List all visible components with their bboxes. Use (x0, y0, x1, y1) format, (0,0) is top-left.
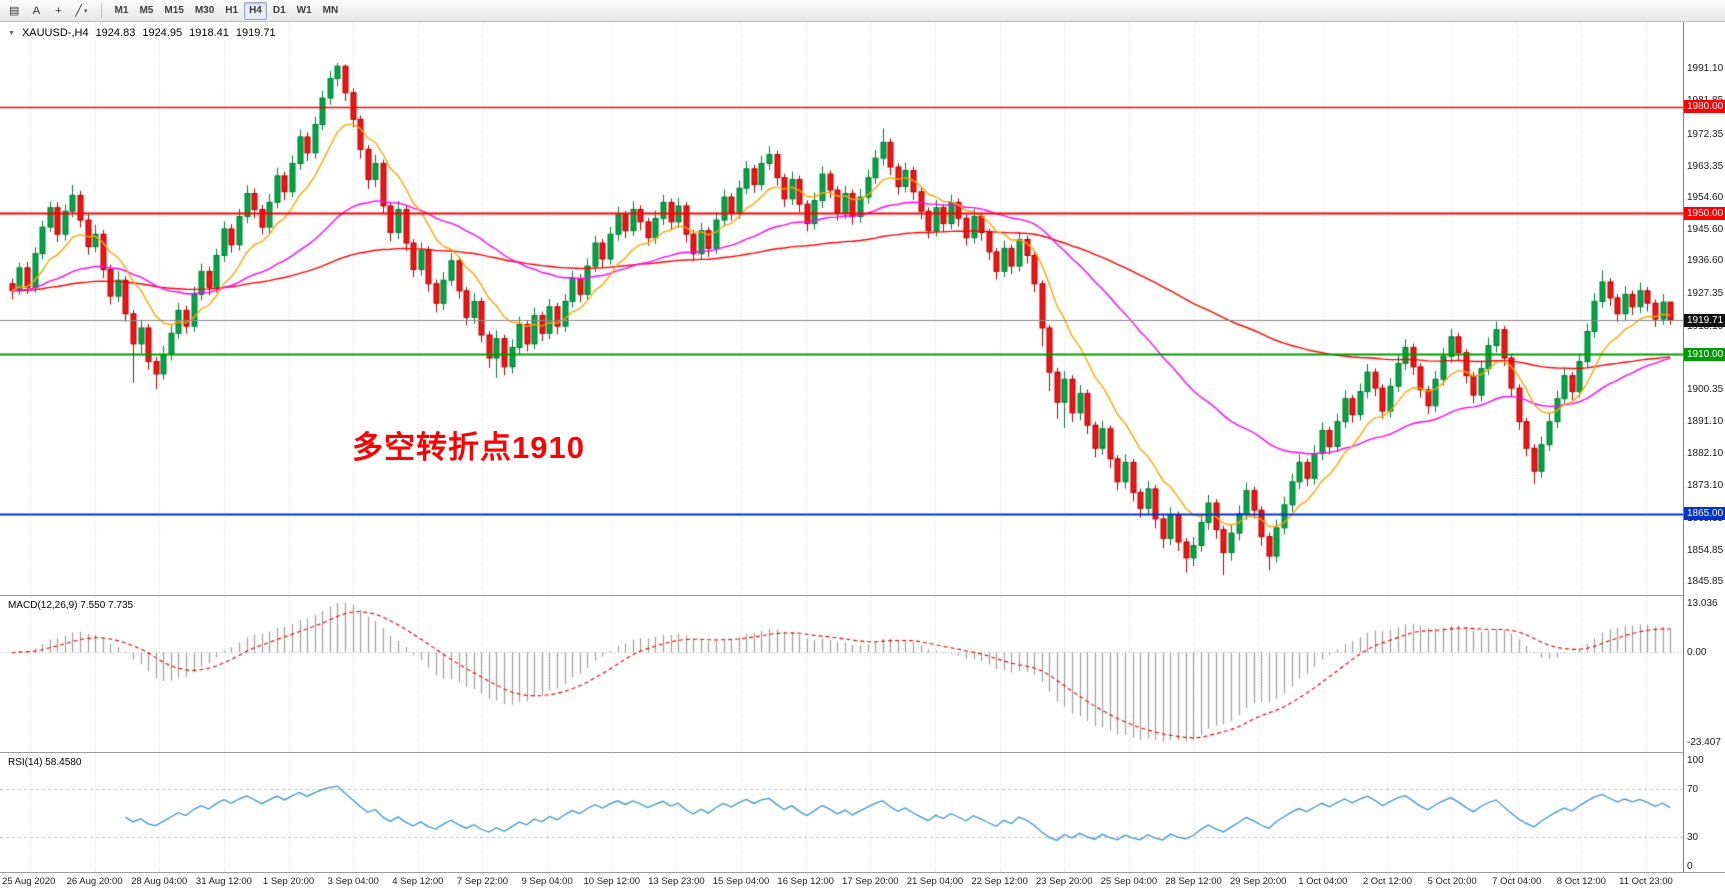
charts-grid-icon: ▤ (9, 5, 20, 17)
ohlc-low: 1918.41 (189, 27, 229, 39)
symbol-caret-icon[interactable]: ▼ (8, 29, 15, 37)
price-tick-label: 1891.10 (1687, 416, 1724, 428)
macd-indicator-label: MACD(12,26,9) 7.550 7.735 (8, 600, 134, 611)
time-axis-label: 13 Sep 23:00 (648, 876, 705, 887)
price-tick-label: 1854.85 (1687, 544, 1724, 556)
price-tick-label: 1972.35 (1687, 128, 1724, 140)
rsi-axis-label: 0 (1687, 861, 1693, 872)
trendline-icon: ╱ (75, 5, 83, 17)
chart-annotation-text: 多空转折点1910 (352, 430, 585, 465)
time-axis-label: 2 Oct 12:00 (1362, 876, 1412, 887)
price-tick-label: 1936.60 (1687, 255, 1724, 267)
timeframe-button-h1[interactable]: H1 (220, 2, 243, 20)
macd-axis-label: 13.036 (1687, 597, 1718, 609)
rsi-indicator-label: RSI(14) 58.4580 (8, 757, 82, 768)
timeframe-button-m1[interactable]: M1 (110, 2, 134, 20)
text-tool-icon: A (32, 4, 41, 17)
time-axis-label: 25 Sep 04:00 (1100, 876, 1158, 887)
macd-axis-label: 0.00 (1687, 647, 1707, 659)
price-level-badge: 1980.00 (1684, 100, 1725, 114)
price-level-badge: 1950.00 (1684, 206, 1725, 220)
timeframe-button-m15[interactable]: M15 (159, 2, 188, 20)
timeframe-button-m30[interactable]: M30 (190, 2, 219, 20)
time-axis-label: 17 Sep 20:00 (842, 876, 899, 887)
line-studies-button[interactable]: ╱ ▾ (70, 2, 92, 20)
time-axis-label: 7 Oct 04:00 (1492, 876, 1542, 887)
rsi-axis-label: 30 (1687, 831, 1699, 843)
symbol-timeframe: XAUUSD-,H4 (21, 27, 89, 39)
price-tick-label: 1963.35 (1687, 160, 1724, 172)
time-axis-label: 5 Oct 20:00 (1427, 876, 1477, 887)
rsi-axis-label: 70 (1687, 784, 1699, 796)
ohlc-open: 1924.83 (95, 27, 136, 39)
price-tick-label: 1873.10 (1687, 479, 1724, 491)
rsi-axis-label: 100 (1687, 755, 1704, 766)
time-axis-label: 26 Aug 20:00 (66, 876, 123, 887)
time-axis[interactable]: 25 Aug 2020 26 Aug 20:00 28 Aug 04:00 31 Au… (0, 873, 1725, 893)
pane-separator[interactable] (0, 752, 1725, 753)
time-axis-label: 1 Oct 04:00 (1298, 876, 1348, 887)
price-tick-label: 1882.10 (1687, 448, 1724, 460)
ohlc-high: 1924.95 (142, 27, 183, 39)
time-axis-label: 4 Sep 12:00 (392, 876, 444, 887)
time-axis-label: 8 Oct 12:00 (1556, 876, 1606, 887)
time-axis-label: 25 Aug 2020 (2, 876, 56, 887)
time-axis-label: 29 Sep 20:00 (1229, 876, 1287, 887)
toolbar: ▤ A + ╱ ▾ M1 M5 M15 M30 H1 H4 D1 W1 MN (0, 0, 1725, 22)
price-tick-label: 1927.35 (1687, 288, 1724, 300)
pane-separator (0, 872, 1725, 873)
price-tick-label: 1954.60 (1687, 191, 1724, 203)
time-axis-label: 28 Sep 12:00 (1165, 876, 1222, 887)
time-axis-label: 10 Sep 12:00 (583, 876, 641, 887)
time-axis-label: 23 Sep 20:00 (1035, 876, 1093, 887)
timeframe-button-d1[interactable]: D1 (268, 2, 291, 20)
macd-axis-label: -23.407 (1687, 737, 1721, 749)
timeframe-button-w1[interactable]: W1 (292, 2, 317, 20)
toolbar-separator (100, 3, 102, 18)
time-axis-label: 11 Oct 23:00 (1619, 876, 1673, 887)
symbol-ohlc-label: ▼ XAUUSD-,H4 1924.83 1924.95 1918.41 191… (8, 27, 276, 39)
timeframe-button-m5[interactable]: M5 (134, 2, 158, 20)
charts-grid-button[interactable]: ▤ (4, 2, 24, 20)
timeframe-group: M1 M5 M15 M30 H1 H4 D1 W1 MN (110, 1, 344, 20)
time-axis-label: 1 Sep 20:00 (262, 876, 315, 887)
time-axis-label: 3 Sep 04:00 (327, 876, 379, 887)
time-axis-label: 16 Sep 12:00 (777, 876, 834, 887)
current-price-badge: 1919.71 (1684, 313, 1725, 327)
pane-separator[interactable] (0, 595, 1725, 596)
price-axis[interactable]: 1991.101981.851972.351963.351954.601945.… (1683, 22, 1725, 872)
timeframe-button-h4[interactable]: H4 (244, 1, 267, 20)
price-level-badge: 1910.00 (1684, 347, 1725, 361)
ohlc-close: 1919.71 (235, 27, 276, 39)
time-axis-label: 7 Sep 22:00 (456, 876, 509, 887)
dropdown-caret-icon: ▾ (84, 7, 88, 15)
price-tick-label: 1845.85 (1687, 576, 1724, 588)
time-axis-label: 28 Aug 04:00 (131, 876, 188, 887)
timeframe-button-mn[interactable]: MN (318, 2, 344, 20)
time-axis-label: 9 Sep 04:00 (521, 876, 573, 887)
price-tick-label: 1945.60 (1687, 223, 1724, 235)
time-axis-label: 31 Aug 12:00 (195, 876, 252, 887)
price-level-badge: 1865.00 (1684, 507, 1725, 521)
price-tick-label: 1991.10 (1687, 62, 1724, 74)
chart-area: ▼ XAUUSD-,H4 1924.83 1924.95 1918.41 191… (0, 22, 1725, 893)
chart-canvas[interactable] (0, 22, 1683, 872)
crosshair-button[interactable]: + (48, 2, 68, 20)
time-axis-label: 21 Sep 04:00 (906, 876, 964, 887)
price-tick-label: 1900.35 (1687, 383, 1724, 395)
time-axis-label: 15 Sep 04:00 (712, 876, 770, 887)
crosshair-icon: + (55, 4, 62, 17)
text-tool-button[interactable]: A (26, 2, 46, 20)
time-axis-label: 22 Sep 12:00 (971, 876, 1028, 887)
